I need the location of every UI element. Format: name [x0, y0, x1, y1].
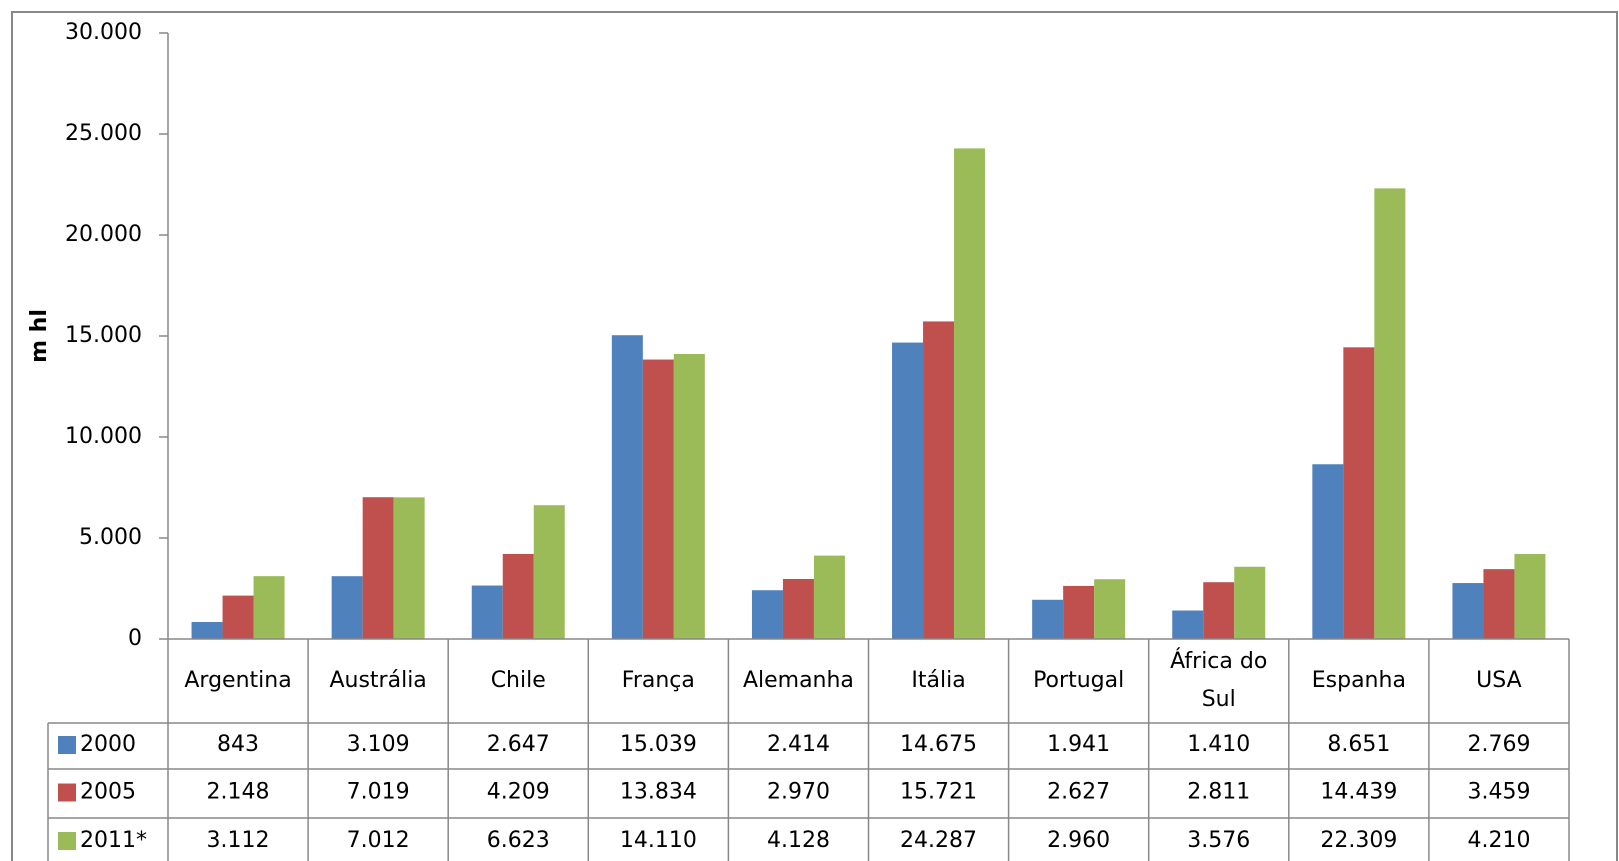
legend-swatch [58, 832, 76, 850]
x-tick-label-box: Argentina [184, 668, 292, 693]
bar [1172, 610, 1204, 639]
table-value: 2.414 [767, 732, 830, 757]
table-value: 14.110 [620, 828, 697, 853]
table-value: 2.647 [487, 732, 550, 757]
x-tick-label: Chile [490, 668, 546, 693]
bar [253, 576, 285, 639]
y-tick-label: 30.000 [65, 20, 142, 45]
bar [362, 497, 394, 639]
x-tick-label-box: Espanha [1311, 668, 1406, 693]
bar [1203, 582, 1235, 639]
y-axis-label: m hl [27, 309, 52, 363]
table-value: 1.941 [1047, 732, 1110, 757]
bar [331, 576, 363, 639]
x-tick-label-box: França [621, 668, 695, 693]
table-value: 14.439 [1320, 780, 1397, 805]
table-value: 2.960 [1047, 828, 1110, 853]
x-tick-label: Portugal [1033, 668, 1125, 693]
table-value: 4.128 [767, 828, 830, 853]
table-value: 2.627 [1047, 780, 1110, 805]
bar [954, 148, 986, 640]
bar [813, 555, 845, 639]
table-value: 2.811 [1187, 780, 1250, 805]
bar [1063, 585, 1095, 639]
x-tick-label: Espanha [1311, 668, 1406, 693]
table-value: 14.675 [900, 732, 977, 757]
table-value: 3.459 [1467, 780, 1530, 805]
table-value: 15.039 [620, 732, 697, 757]
bar [923, 321, 955, 639]
bar [673, 353, 705, 639]
table-value: 13.834 [620, 780, 697, 805]
table-value: 6.623 [487, 828, 550, 853]
table-value: 2.769 [1467, 732, 1530, 757]
x-tick-label-box: Portugal [1033, 668, 1125, 693]
bar [1312, 464, 1344, 639]
bar [642, 359, 674, 639]
bar [533, 505, 565, 639]
bar [782, 579, 814, 639]
bar [1234, 566, 1266, 639]
legend-label: 2005 [80, 780, 136, 805]
table-value: 2.148 [207, 780, 270, 805]
x-tick-label: Argentina [184, 668, 292, 693]
legend-label: 2011* [80, 828, 147, 853]
bar [751, 590, 783, 639]
bar [892, 342, 924, 639]
legend-label: 2000 [80, 732, 136, 757]
bar [1343, 347, 1375, 639]
table-value: 7.019 [347, 780, 410, 805]
bar [611, 335, 643, 639]
table-value: 7.012 [347, 828, 410, 853]
y-tick-label: 15.000 [65, 323, 142, 348]
y-tick-label: 10.000 [65, 424, 142, 449]
table-value: 3.576 [1187, 828, 1250, 853]
x-tick-label-box: Austrália [329, 668, 427, 693]
table-value: 4.209 [487, 780, 550, 805]
x-tick-label: Austrália [329, 668, 427, 693]
table-value: 843 [217, 732, 259, 757]
bar [471, 585, 503, 639]
table-value: 2.970 [767, 780, 830, 805]
table-value: 8.651 [1327, 732, 1390, 757]
bar [1374, 188, 1406, 639]
y-tick-label: 5.000 [79, 525, 142, 550]
bar [1483, 569, 1515, 639]
table-value: 24.287 [900, 828, 977, 853]
chart-border [11, 11, 1618, 861]
x-tick-label-box: USA [1476, 668, 1522, 693]
legend-swatch [58, 783, 76, 802]
bar [1094, 579, 1126, 639]
bar [502, 553, 534, 639]
y-tick-label: 0 [128, 626, 142, 651]
x-tick-label: Alemanha [742, 668, 854, 693]
x-tick-label: USA [1476, 668, 1522, 693]
legend-swatch [58, 736, 76, 754]
bar [191, 621, 223, 639]
x-tick-label: Itália [911, 668, 966, 693]
table-value: 1.410 [1187, 732, 1250, 757]
x-tick-label: França [621, 668, 695, 693]
y-tick-label: 20.000 [65, 222, 142, 247]
table-value: 15.721 [900, 780, 977, 805]
x-tick-label-box: Alemanha [742, 668, 854, 693]
table-value: 22.309 [1320, 828, 1397, 853]
bar [1032, 599, 1064, 639]
x-tick-label-box: Itália [911, 668, 966, 693]
bar [1514, 553, 1546, 639]
y-tick-label: 25.000 [65, 121, 142, 146]
table-value: 4.210 [1467, 828, 1530, 853]
bar [222, 595, 254, 639]
bar [393, 497, 425, 639]
x-tick-label: África do Sul [1170, 649, 1268, 712]
x-tick-label-box: África do Sul [1170, 649, 1268, 712]
bar [1452, 583, 1484, 639]
table-value: 3.109 [347, 732, 410, 757]
x-tick-label-box: Chile [490, 668, 546, 693]
table-value: 3.112 [207, 828, 270, 853]
